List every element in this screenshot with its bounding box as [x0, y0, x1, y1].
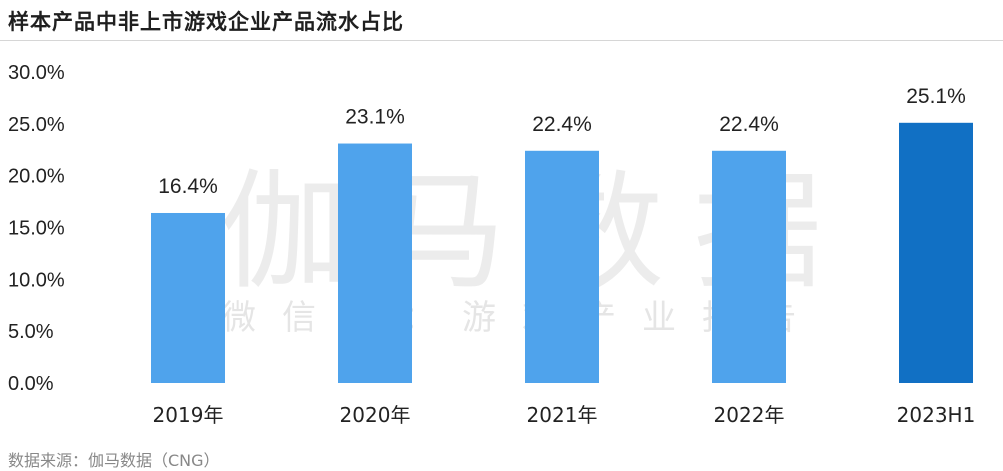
data-source: 数据来源：伽马数据（CNG）	[8, 451, 220, 470]
x-tick-label: 2019年	[153, 403, 224, 427]
bar-2021年	[525, 150, 599, 383]
y-tick-label: 20.0%	[8, 166, 65, 188]
chart-title: 样本产品中非上市游戏企业产品流水占比	[8, 10, 404, 34]
x-tick-label: 2022年	[714, 403, 785, 427]
watermark-sub: 微信号：游戏产业报告	[222, 298, 822, 338]
y-tick-label: 15.0%	[8, 218, 65, 240]
data-label: 16.4%	[158, 175, 218, 198]
y-tick-label: 5.0%	[8, 321, 54, 343]
x-tick-label: 2023H1	[897, 403, 976, 427]
data-label: 25.1%	[906, 85, 966, 108]
bar-2020年	[338, 143, 412, 383]
x-tick-label: 2020年	[340, 403, 411, 427]
bar-2023H1	[899, 122, 973, 384]
data-label: 22.4%	[532, 113, 592, 136]
data-label: 23.1%	[345, 106, 405, 129]
bar-2022年	[712, 150, 786, 383]
bar-chart: 0.0% 5.0% 10.0% 15.0% 20.0% 25.0% 30.0% 16.4% 20…	[8, 62, 976, 427]
y-tick-label: 25.0%	[8, 114, 65, 136]
x-tick-label: 2021年	[527, 403, 598, 427]
y-tick-label: 0.0%	[8, 373, 54, 395]
data-label: 22.4%	[719, 113, 779, 136]
y-tick-label: 30.0%	[8, 62, 65, 84]
title-divider	[0, 40, 1003, 41]
y-tick-label: 10.0%	[8, 269, 65, 291]
bar-2019年	[151, 212, 225, 383]
